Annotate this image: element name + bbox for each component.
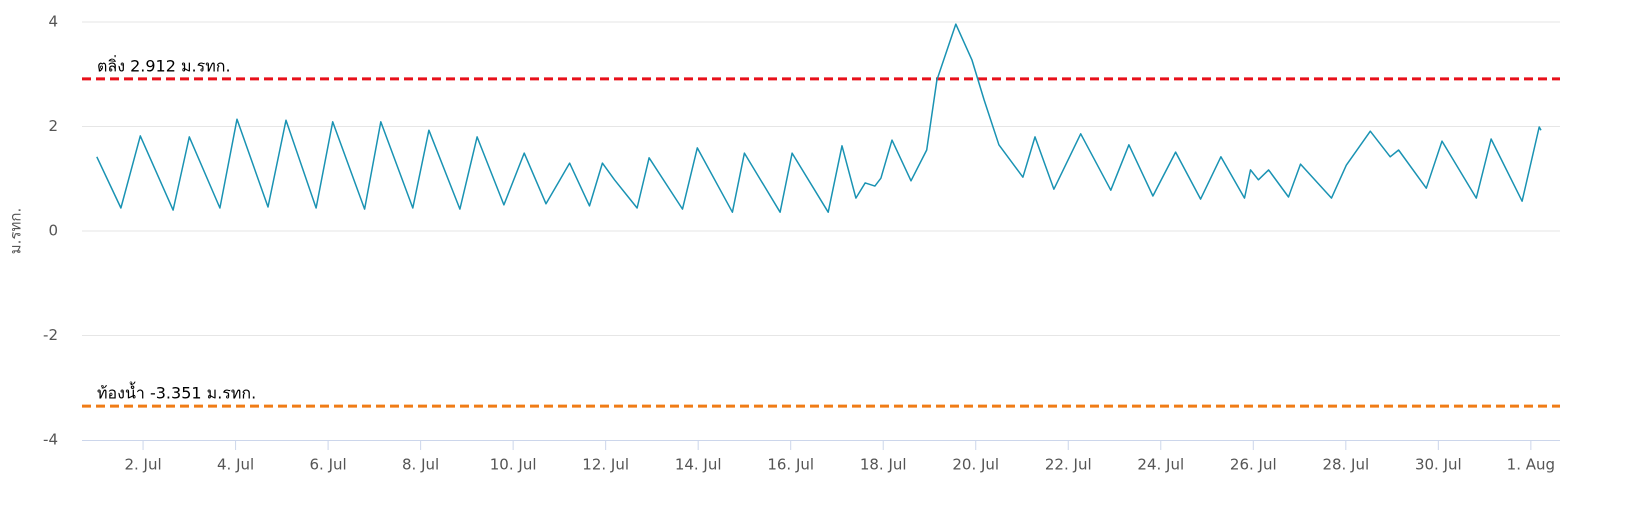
x-tick-label: 8. Jul [402, 456, 439, 474]
x-tick-label: 30. Jul [1415, 456, 1462, 474]
x-tick-label: 16. Jul [767, 456, 814, 474]
y-tick-label: 2 [48, 117, 58, 135]
y-tick-label: -4 [43, 431, 58, 449]
x-tick-label: 20. Jul [952, 456, 999, 474]
x-tick-label: 28. Jul [1322, 456, 1369, 474]
x-tick-label: 12. Jul [582, 456, 629, 474]
data-line [96, 23, 1542, 213]
x-tick-label: 14. Jul [675, 456, 722, 474]
y-tick-label: -2 [43, 326, 58, 344]
plot-line-label: ตลิ่ง 2.912 ม.รทก. [97, 54, 231, 75]
x-tick-label: 1. Aug [1507, 456, 1555, 474]
plot-line-label: ท้องน้ำ -3.351 ม.รทก. [97, 382, 256, 403]
y-tick-label: 4 [48, 13, 58, 31]
x-tick-label: 6. Jul [310, 456, 347, 474]
x-tick-label: 24. Jul [1137, 456, 1184, 474]
x-tick-label: 18. Jul [860, 456, 907, 474]
x-tick-label: 4. Jul [217, 456, 254, 474]
x-tick-label: 26. Jul [1230, 456, 1277, 474]
x-tick-label: 2. Jul [124, 456, 161, 474]
x-tick-label: 10. Jul [490, 456, 537, 474]
x-tick-label: 22. Jul [1045, 456, 1092, 474]
y-axis-title: ม.รทก. [7, 208, 25, 254]
y-tick-label: 0 [48, 222, 58, 240]
